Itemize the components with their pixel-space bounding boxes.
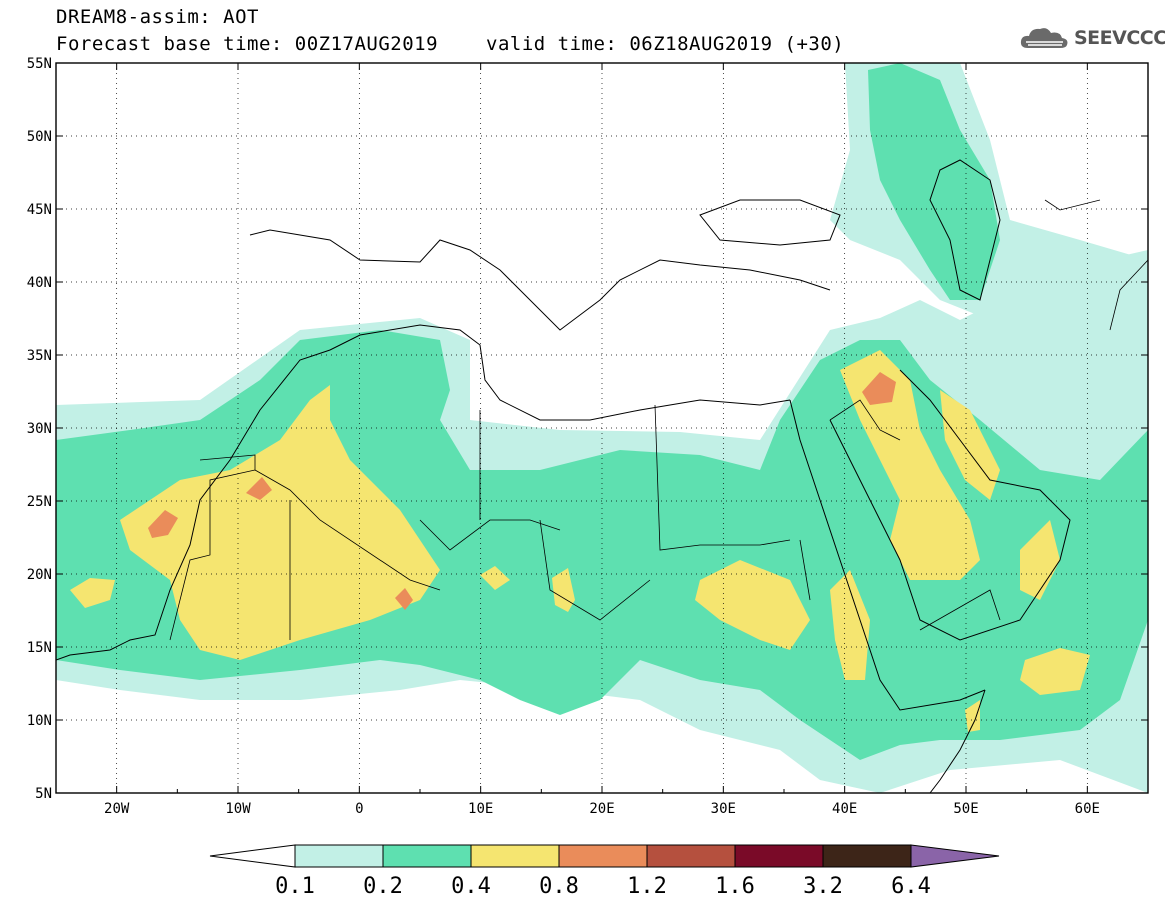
lon-tick-label: 20W — [104, 801, 130, 817]
colorbar-label: 1.2 — [627, 874, 667, 899]
base-time-text: Forecast base time: 00Z17AUG2019 — [56, 33, 439, 55]
lon-tick-label: 30E — [711, 801, 736, 817]
caspian-coastline — [929, 159, 1001, 301]
lat-tick-label: 50N — [27, 129, 52, 145]
aot-0-8-shading-algeria — [246, 477, 272, 500]
lat-tick-label: 55N — [27, 56, 52, 72]
graticule — [56, 63, 1148, 793]
colorbar-under-arrow — [209, 844, 296, 868]
aot-0-4-shading-chad — [552, 568, 575, 612]
lon-tick-label: 60E — [1075, 801, 1100, 817]
colorbar-segment — [646, 844, 736, 868]
aot-0-8-shading-iraq — [862, 372, 896, 405]
red-sea-coastline — [789, 399, 986, 711]
aot-0-4-shading-red-sea — [830, 570, 870, 680]
aot-0-2-shading-north — [868, 63, 1000, 300]
lon-tick-label: 20E — [589, 801, 614, 817]
lat-tick-label: 25N — [27, 494, 52, 510]
lat-tick-label: 15N — [27, 640, 52, 656]
north-africa-coastline — [56, 324, 791, 661]
east-africa-coastline — [929, 689, 986, 793]
colorbar-segment — [558, 844, 648, 868]
aot-0-4-shading-mauritania-coast — [70, 578, 115, 608]
lat-tick-label: 30N — [27, 421, 52, 437]
lon-tick-label: 40E — [832, 801, 857, 817]
seevccc-logo: SEEVCCC — [1018, 24, 1165, 52]
europe-coastline — [249, 229, 831, 331]
cloud-icon — [1020, 28, 1068, 48]
black-sea-coastline — [699, 199, 841, 246]
valid-time-text: valid time: 06Z18AUG2019 (+30) — [486, 33, 845, 55]
map-title: DREAM8-assim: AOT — [56, 6, 259, 28]
aot-0-4-shading-arabian-sea — [1020, 648, 1090, 695]
colorbar-segment — [470, 844, 560, 868]
colorbar-label: 0.4 — [451, 874, 491, 899]
lat-tick-label: 10N — [27, 713, 52, 729]
colorbar-over-arrow — [910, 844, 1000, 868]
aot-0-4-shading-oman — [1020, 520, 1060, 600]
colorbar-label: 6.4 — [891, 874, 931, 899]
lat-tick-label: 5N — [35, 786, 52, 802]
aot-0-4-shading — [120, 385, 440, 660]
colorbar-label: 0.1 — [275, 874, 315, 899]
colorbar-segment — [382, 844, 472, 868]
aot-0-8-shading-western-sahara — [148, 510, 178, 538]
lon-tick-label: 50E — [953, 801, 978, 817]
colorbar-label: 3.2 — [803, 874, 843, 899]
lat-tick-label: 40N — [27, 275, 52, 291]
coastlines — [56, 159, 1148, 793]
lon-tick-label: 10E — [468, 801, 493, 817]
colorbar-segment — [734, 844, 824, 868]
colorbar-label: 1.6 — [715, 874, 755, 899]
country-borders — [169, 199, 1148, 641]
aot-0-4-shading-arabia — [840, 350, 980, 580]
aot-0-4-shading-somalia — [965, 700, 980, 732]
lat-tick-label: 35N — [27, 348, 52, 364]
aot-0-4-shading-niger — [480, 566, 510, 590]
longitude-ticks: 20W 10W 0 10E 20E 30E 40E 50E 60E — [55, 63, 1149, 817]
colorbar: 0.1 0.2 0.4 0.8 1.2 1.6 3.2 6.4 — [209, 844, 1000, 899]
forecast-times: Forecast base time: 00Z17AUG2019 valid ti… — [56, 33, 844, 55]
lon-tick-label: 0 — [355, 801, 363, 817]
colorbar-label: 0.8 — [539, 874, 579, 899]
aot-0-8-shading-niger-east — [395, 588, 413, 610]
colorbar-segment — [822, 844, 912, 868]
lat-tick-label: 45N — [27, 202, 52, 218]
lat-tick-label: 20N — [27, 567, 52, 583]
latitude-ticks: 5N 10N 15N 20N 25N 30N 35N 40N 45N 50N 55N — [27, 56, 1148, 802]
logo-text: SEEVCCC — [1074, 27, 1165, 49]
colorbar-segment — [294, 844, 384, 868]
colorbar-label: 0.2 — [363, 874, 403, 899]
lon-tick-label: 10W — [225, 801, 251, 817]
arabia-coastline — [829, 369, 1071, 641]
aot-0-4-shading-sudan — [695, 560, 810, 650]
